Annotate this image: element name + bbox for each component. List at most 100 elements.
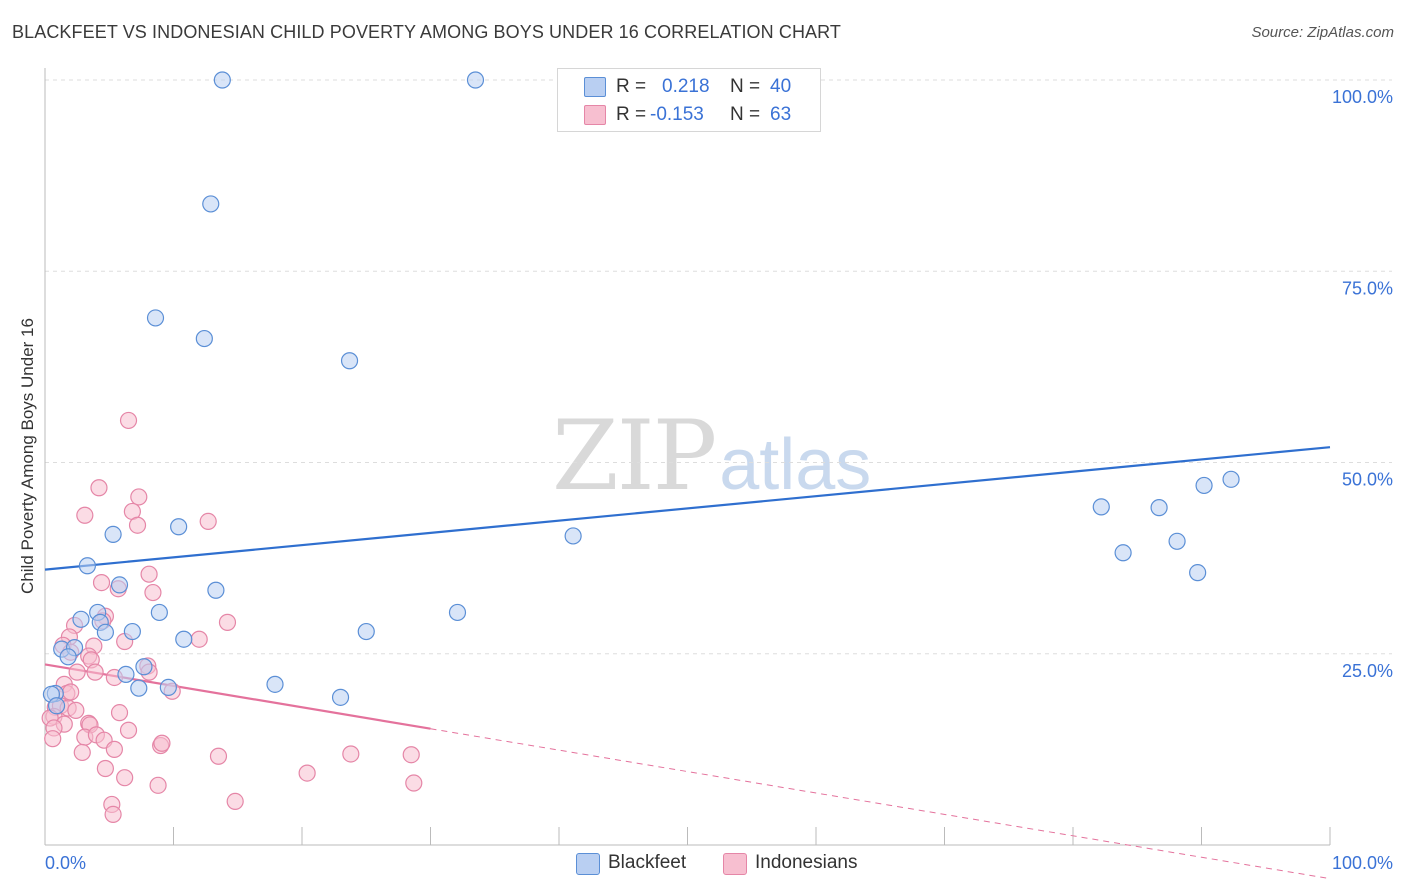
y-tick-label: 50.0%: [1342, 470, 1393, 490]
x-tick-label-min: 0.0%: [45, 853, 86, 873]
indonesians-point: [405, 774, 423, 792]
indonesians-point: [218, 613, 237, 631]
watermark-atlas: atlas: [719, 425, 872, 505]
indonesians-point: [144, 583, 162, 602]
y-tick-label: 25.0%: [1342, 661, 1393, 681]
indonesians-point: [153, 734, 171, 752]
indonesians-point: [209, 747, 228, 765]
indonesians-point: [73, 743, 91, 762]
tick-label-layer: 25.0% 50.0% 75.0% 100.0% 0.0% 100.0%: [45, 87, 1393, 873]
blackfeet-point: [213, 71, 231, 89]
stats-box: R = 0.218 N = 40 R = -0.153 N = 63: [557, 68, 821, 132]
indonesians-n-label: N =: [730, 104, 761, 125]
blackfeet-swatch: [584, 77, 606, 97]
indonesians-point: [96, 759, 114, 778]
blackfeet-point: [466, 71, 485, 89]
blackfeet-point: [207, 581, 225, 599]
indonesians-point: [110, 704, 129, 722]
trend-layer: [44, 446, 1331, 880]
blackfeet-trend-line: [44, 446, 1331, 571]
indonesians-point: [68, 663, 86, 681]
blackfeet-point: [1168, 532, 1186, 550]
indonesians-swatch: [584, 105, 606, 125]
indonesians-point: [76, 506, 94, 524]
indonesians-legend-swatch: [723, 853, 747, 875]
blackfeet-point: [59, 648, 77, 666]
blackfeet-point: [1189, 564, 1207, 582]
y-tick-label: 75.0%: [1342, 278, 1393, 298]
blackfeet-point: [117, 665, 135, 684]
indonesians-r-label: R =: [616, 104, 647, 125]
indonesians-point: [128, 516, 147, 534]
axis-layer: [44, 68, 1331, 846]
blackfeet-point: [123, 622, 141, 641]
blackfeet-r-label: R =: [616, 76, 647, 97]
blackfeet-point: [146, 309, 165, 327]
blackfeet-legend-swatch: [576, 853, 600, 875]
blackfeet-point: [1195, 476, 1213, 495]
x-tick-label-max: 100.0%: [1332, 853, 1393, 873]
indonesians-point: [199, 512, 217, 531]
indonesians-point: [105, 740, 123, 758]
blackfeet-point: [266, 675, 284, 693]
blackfeet-r-value: 0.218: [662, 76, 710, 97]
indonesians-point: [190, 630, 208, 648]
blackfeet-point: [1150, 499, 1168, 517]
y-tick-label: 100.0%: [1332, 87, 1393, 107]
indonesians-point: [140, 565, 158, 583]
blackfeet-point: [195, 329, 213, 348]
indonesians-point: [119, 411, 138, 430]
blackfeet-point: [78, 557, 97, 575]
indonesians-r-value: -0.153: [650, 104, 704, 125]
blackfeet-point: [96, 623, 114, 641]
blackfeet-point: [104, 525, 122, 544]
indonesians-n-value: 63: [770, 104, 792, 125]
blackfeet-point: [202, 195, 220, 213]
blackfeet-point: [47, 697, 66, 715]
blackfeet-point: [72, 610, 90, 628]
blackfeet-point: [130, 679, 148, 697]
source-credit: Source: ZipAtlas.com: [1251, 24, 1394, 41]
indonesians-point: [104, 805, 122, 824]
blackfeet-point: [564, 527, 582, 545]
indonesians-point: [62, 683, 80, 701]
blackfeet-point: [170, 518, 188, 536]
blackfeet-point: [1222, 470, 1240, 488]
indonesians-point: [92, 574, 111, 592]
blackfeet-point: [1114, 544, 1132, 562]
indonesians-point: [298, 764, 316, 782]
blackfeet-point: [150, 603, 168, 622]
blackfeet-point: [159, 678, 177, 697]
stats-row-blackfeet: R = 0.218 N = 40: [558, 73, 820, 101]
indonesians-point: [86, 663, 104, 681]
indonesians-point: [44, 730, 62, 748]
indonesians-point: [90, 479, 108, 497]
blackfeet-point: [110, 576, 129, 594]
indonesians-point: [130, 488, 148, 506]
blackfeet-n-value: 40: [770, 76, 792, 97]
indonesians-point: [116, 769, 134, 787]
indonesians-point: [402, 746, 420, 764]
indonesians-point: [119, 721, 138, 739]
indonesians-legend-label: Indonesians: [755, 852, 858, 873]
point-layer: [41, 71, 1240, 824]
grid-layer: [45, 79, 1392, 655]
blackfeet-point: [331, 688, 350, 706]
watermark-zip: ZIP: [552, 400, 717, 512]
watermark: ZIPatlas: [552, 400, 871, 512]
blackfeet-point: [448, 603, 467, 622]
chart-title: BLACKFEET VS INDONESIAN CHILD POVERTY AM…: [12, 22, 842, 42]
indonesians-point: [226, 792, 244, 810]
blackfeet-point: [135, 658, 153, 676]
indonesians-point: [67, 701, 85, 719]
blackfeet-legend-label: Blackfeet: [608, 852, 687, 873]
stats-row-indonesians: R = -0.153 N = 63: [558, 101, 820, 129]
blackfeet-point: [340, 352, 359, 370]
blackfeet-point: [1092, 498, 1110, 516]
blackfeet-n-label: N =: [730, 76, 761, 97]
indonesians-point: [149, 776, 167, 794]
indonesians-trend-line-dashed: [430, 728, 1331, 880]
legend: Blackfeet Indonesians: [0, 850, 1406, 880]
blackfeet-point: [357, 622, 375, 641]
